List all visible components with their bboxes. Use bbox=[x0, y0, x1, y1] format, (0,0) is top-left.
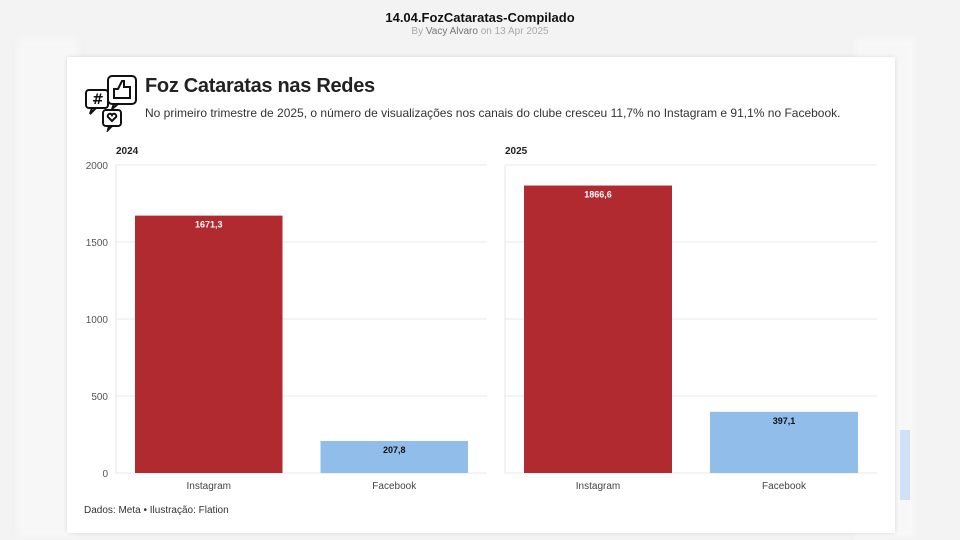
svg-text:#: # bbox=[92, 92, 104, 108]
x-tick-label: Facebook bbox=[762, 481, 807, 492]
y-tick-label: 1000 bbox=[86, 315, 109, 326]
data-label: 1671,3 bbox=[195, 220, 223, 230]
bar-instagram[interactable] bbox=[135, 215, 283, 473]
x-tick-label: Facebook bbox=[372, 481, 417, 492]
y-tick-label: 500 bbox=[91, 392, 108, 403]
document-header: 14.04.FozCataratas-Compilado By Vacy Alv… bbox=[0, 10, 960, 37]
data-label: 397,1 bbox=[773, 416, 796, 426]
by-label: By bbox=[411, 26, 424, 37]
bar-instagram[interactable] bbox=[524, 185, 672, 474]
x-tick-label: Instagram bbox=[187, 481, 231, 492]
y-tick-label: 1500 bbox=[86, 238, 109, 249]
document-byline: By Vacy Alvaro on 13 Apr 2025 bbox=[0, 26, 960, 37]
y-tick-label: 2000 bbox=[86, 161, 109, 172]
y-tick-label: 0 bbox=[102, 469, 108, 480]
bar-facebook[interactable] bbox=[710, 411, 858, 473]
panel-title: 2025 bbox=[505, 146, 528, 157]
date: 13 Apr 2025 bbox=[494, 26, 549, 37]
chart-subtitle: No primeiro trimestre de 2025, o número … bbox=[145, 106, 841, 120]
author-name[interactable]: Vacy Alvaro bbox=[425, 26, 478, 37]
data-label: 207,8 bbox=[383, 445, 406, 455]
chart-card: # Foz Cataratas nas Redes No primeiro tr… bbox=[67, 57, 895, 533]
social-media-icon: # bbox=[85, 75, 137, 132]
chart-title: Foz Cataratas nas Redes bbox=[145, 75, 375, 97]
bar-facebook[interactable] bbox=[320, 440, 469, 473]
data-label: 1866,6 bbox=[584, 190, 612, 200]
charts-area: 2024 0 500 1000 1500 2000 1671,3 Instagram 207,8… bbox=[86, 146, 877, 492]
on-label: on bbox=[480, 26, 492, 37]
x-tick-label: Instagram bbox=[576, 481, 620, 492]
document-title: 14.04.FozCataratas-Compilado bbox=[385, 10, 575, 25]
chart-footer: Dados: Meta • Ilustração: Flation bbox=[84, 505, 229, 516]
panel-title: 2024 bbox=[116, 146, 139, 157]
background-blur bbox=[900, 430, 910, 500]
